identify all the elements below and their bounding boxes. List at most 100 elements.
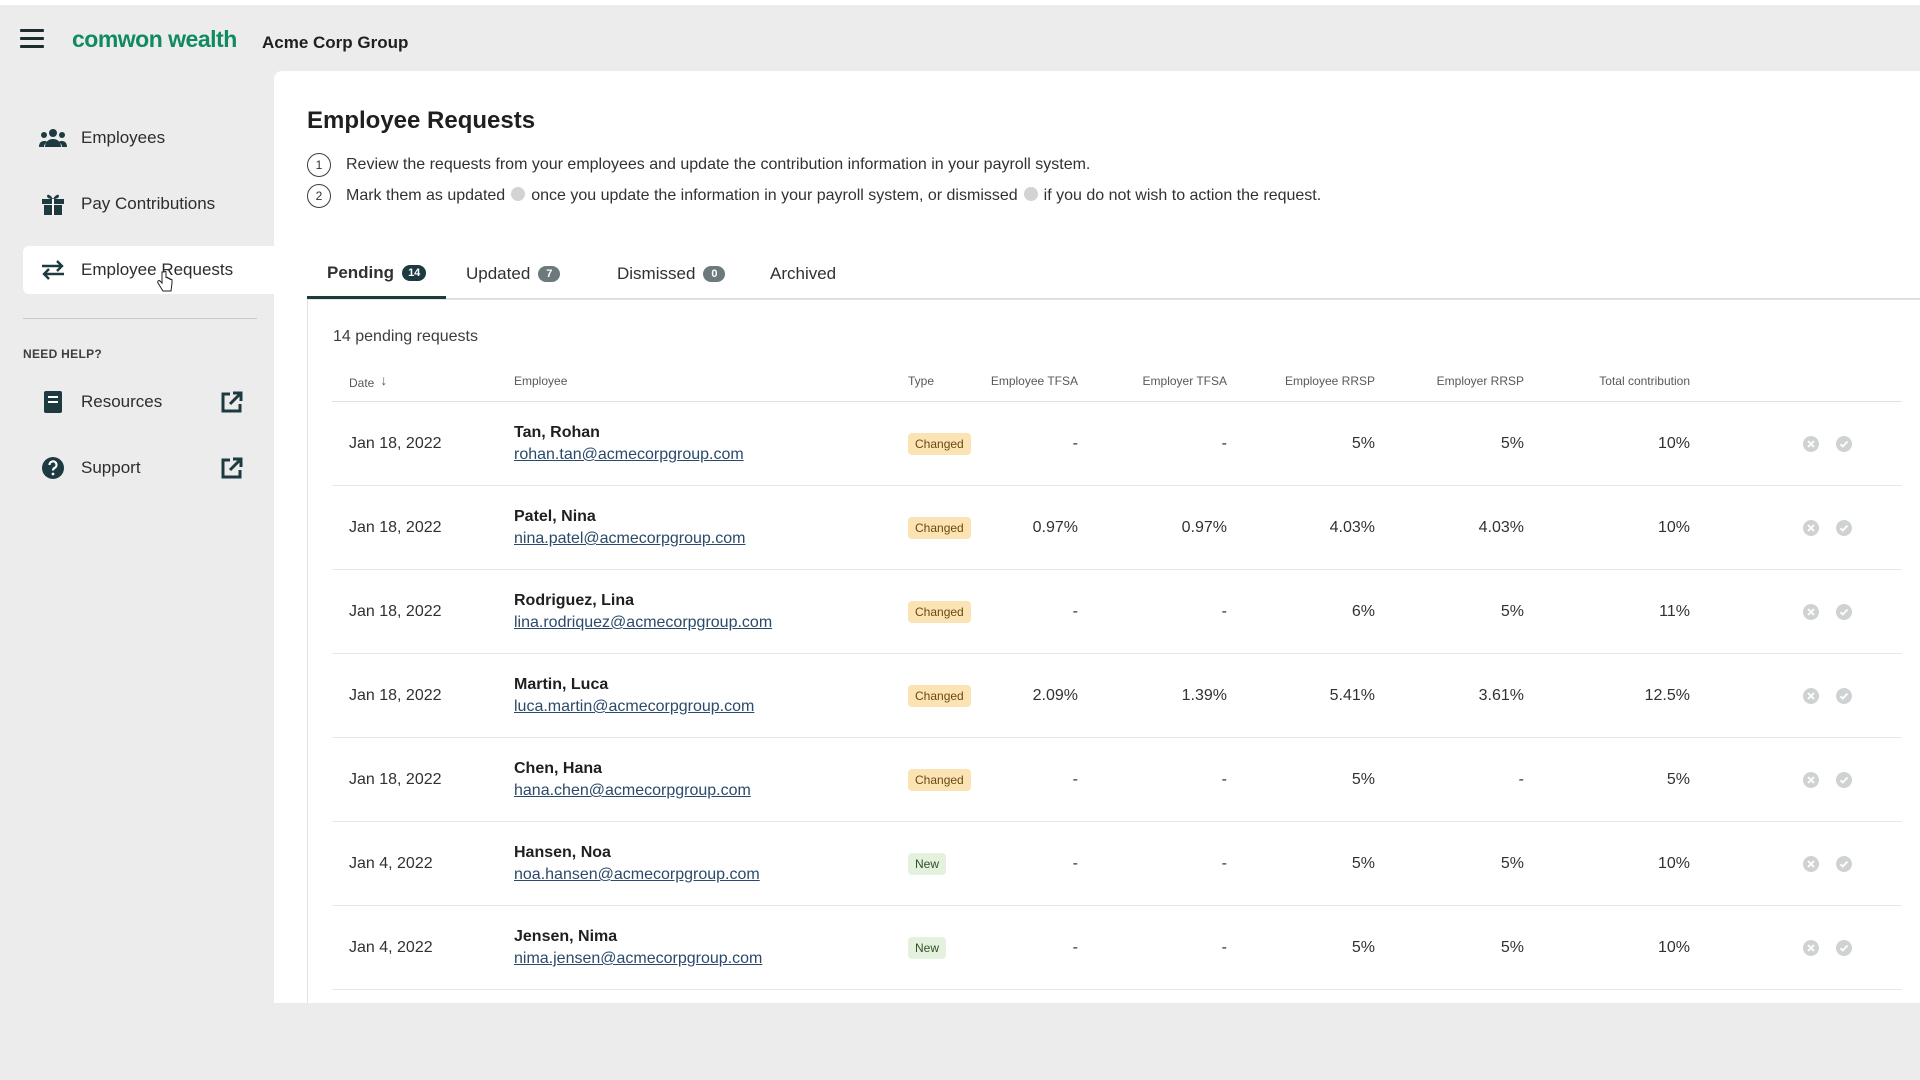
employee-tfsa-cell: - bbox=[1072, 603, 1078, 620]
type-cell: Changed bbox=[908, 402, 971, 486]
employee-cell: Patel, Nina nina.patel@acmecorpgroup.com bbox=[514, 486, 745, 570]
employee-email-link[interactable]: nina.patel@acmecorpgroup.com bbox=[514, 530, 746, 547]
employee-email-link[interactable]: lina.rodriquez@acmecorpgroup.com bbox=[514, 614, 773, 631]
employee-email-link[interactable]: noa.hansen@acmecorpgroup.com bbox=[514, 866, 760, 883]
employee-tfsa-cell: - bbox=[1072, 435, 1078, 452]
type-badge: Changed bbox=[908, 601, 971, 623]
column-header-date[interactable]: Date ↓ bbox=[349, 372, 388, 390]
step-text: if you do not wish to action the request… bbox=[1043, 187, 1322, 204]
employer-tfsa-cell: 1.39% bbox=[1181, 687, 1227, 704]
employer-rrsp-cell: 3.61% bbox=[1478, 687, 1524, 704]
question-circle-icon bbox=[39, 456, 67, 480]
dismiss-icon[interactable] bbox=[1803, 856, 1819, 872]
employee-rrsp-cell: 5.41% bbox=[1329, 687, 1375, 704]
employee-rrsp-cell: 5% bbox=[1351, 435, 1375, 452]
column-header-employee-tfsa: Employee TFSA bbox=[990, 374, 1078, 388]
mark-updated-icon[interactable] bbox=[1836, 772, 1852, 788]
sidebar-divider bbox=[23, 318, 257, 319]
employer-rrsp-cell: 5% bbox=[1500, 939, 1524, 956]
step-number: 1 bbox=[307, 153, 331, 177]
type-cell: Changed bbox=[908, 654, 971, 738]
tab-pending[interactable]: Pending 14 bbox=[307, 249, 447, 299]
employee-email-link[interactable]: luca.martin@acmecorpgroup.com bbox=[514, 698, 755, 715]
type-badge: New bbox=[908, 853, 947, 875]
employee-rrsp-cell: 5% bbox=[1351, 855, 1375, 872]
external-link-icon[interactable] bbox=[220, 456, 244, 480]
sidebar-item-resources[interactable]: Resources bbox=[23, 378, 274, 426]
employer-tfsa-cell: - bbox=[1221, 855, 1227, 872]
hand-cursor-icon bbox=[157, 271, 173, 292]
sidebar-item-employee-requests[interactable]: Employee Requests bbox=[23, 246, 274, 294]
sidebar: Employees Pay Contributions Employee Req… bbox=[0, 71, 274, 1080]
tab-label: Dismissed bbox=[617, 264, 696, 283]
swap-arrows-icon bbox=[39, 258, 67, 282]
instruction-step-2: 2 Mark them as updated once you update t… bbox=[307, 184, 1321, 208]
column-header-employer-rrsp: Employer RRSP bbox=[1436, 374, 1524, 388]
column-header-type: Type bbox=[908, 374, 935, 388]
sort-down-icon[interactable]: ↓ bbox=[380, 372, 388, 388]
employer-tfsa-cell: - bbox=[1221, 435, 1227, 452]
mark-updated-icon[interactable] bbox=[1836, 520, 1852, 536]
request-tabs: Pending 14 Updated 7 Dismissed 0 Archive… bbox=[307, 249, 1920, 299]
employee-name: Hansen, Noa bbox=[514, 844, 611, 861]
total-contribution-cell: 5% bbox=[1666, 771, 1690, 788]
dismiss-icon[interactable] bbox=[1803, 940, 1819, 956]
employee-email-link[interactable]: nima.jensen@acmecorpgroup.com bbox=[514, 950, 763, 967]
type-cell: Changed bbox=[908, 486, 971, 570]
employee-email-link[interactable]: hana.chen@acmecorpgroup.com bbox=[514, 782, 751, 799]
table-row: Jan 18, 2022 Patel, Nina nina.patel@acmeco… bbox=[332, 486, 1902, 570]
tab-count-badge: 7 bbox=[538, 266, 561, 282]
sidebar-item-label: Support bbox=[81, 458, 141, 477]
sidebar-item-label: Employees bbox=[81, 128, 166, 147]
employee-cell: Jensen, Nima nima.jensen@acmecorpgroup.co… bbox=[514, 906, 762, 990]
employer-rrsp-cell: 5% bbox=[1500, 855, 1524, 872]
dismiss-icon[interactable] bbox=[1803, 772, 1819, 788]
type-badge: Changed bbox=[908, 685, 971, 707]
employee-tfsa-cell: 2.09% bbox=[1032, 687, 1078, 704]
date-cell: Jan 18, 2022 bbox=[349, 603, 442, 620]
sidebar-item-label: Pay Contributions bbox=[81, 194, 216, 213]
mark-updated-icon[interactable] bbox=[1836, 856, 1852, 872]
mark-updated-icon[interactable] bbox=[1836, 604, 1852, 620]
dismiss-icon[interactable] bbox=[1803, 688, 1819, 704]
employee-name: Martin, Luca bbox=[514, 676, 609, 693]
total-contribution-cell: 10% bbox=[1657, 519, 1690, 536]
type-cell: Changed bbox=[908, 570, 971, 654]
employee-name: Patel, Nina bbox=[514, 508, 596, 525]
menu-icon[interactable] bbox=[20, 29, 46, 51]
pending-count: 14 pending requests bbox=[333, 328, 478, 345]
type-badge: Changed bbox=[908, 769, 971, 791]
date-cell: Jan 18, 2022 bbox=[349, 771, 442, 788]
employer-rrsp-cell: - bbox=[1518, 771, 1524, 788]
x-circle-icon bbox=[1023, 187, 1038, 201]
dismiss-icon[interactable] bbox=[1803, 520, 1819, 536]
step-text: Mark them as updated bbox=[346, 187, 506, 204]
external-link-icon[interactable] bbox=[220, 390, 244, 414]
tab-updated[interactable]: Updated 7 bbox=[446, 249, 580, 299]
sidebar-item-pay-contributions[interactable]: Pay Contributions bbox=[23, 180, 274, 228]
employee-name: Chen, Hana bbox=[514, 760, 603, 777]
dismiss-icon[interactable] bbox=[1803, 436, 1819, 452]
step-text: once you update the information in your … bbox=[531, 187, 1018, 204]
mark-updated-icon[interactable] bbox=[1836, 940, 1852, 956]
mark-updated-icon[interactable] bbox=[1836, 688, 1852, 704]
app-logo[interactable]: comwon wealth bbox=[72, 26, 237, 52]
employee-cell: Tan, Rohan rohan.tan@acmecorpgroup.com bbox=[514, 402, 744, 486]
table-row: Jan 18, 2022 Rodriguez, Lina lina.rodrique… bbox=[332, 570, 1902, 654]
employee-email-link[interactable]: rohan.tan@acmecorpgroup.com bbox=[514, 446, 744, 463]
employee-name: Rodriguez, Lina bbox=[514, 592, 634, 609]
dismiss-icon[interactable] bbox=[1803, 604, 1819, 620]
sidebar-item-support[interactable]: Support bbox=[23, 444, 274, 492]
type-badge: Changed bbox=[908, 433, 971, 455]
sidebar-item-employees[interactable]: Employees bbox=[23, 114, 274, 162]
date-cell: Jan 18, 2022 bbox=[349, 435, 442, 452]
mark-updated-icon[interactable] bbox=[1836, 436, 1852, 452]
tab-count-badge: 0 bbox=[703, 266, 726, 282]
requests-table-panel: 14 pending requests Date ↓ Employee Type … bbox=[307, 299, 1920, 1003]
sidebar-item-label: Resources bbox=[81, 392, 163, 411]
employee-cell: Rodriguez, Lina lina.rodriquez@acmecorpgr… bbox=[514, 570, 772, 654]
sidebar-item-label: Employee Requests bbox=[81, 260, 234, 279]
tab-dismissed[interactable]: Dismissed 0 bbox=[597, 249, 745, 299]
tab-archived[interactable]: Archived bbox=[750, 249, 856, 299]
type-cell: New bbox=[908, 822, 947, 906]
